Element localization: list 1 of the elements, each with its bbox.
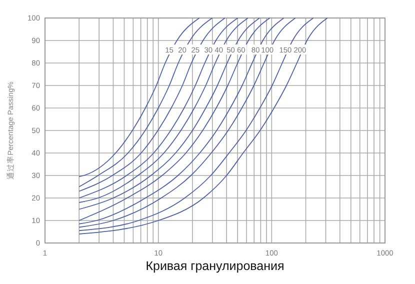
x-axis-title: Кривая гранулирования — [146, 259, 284, 273]
